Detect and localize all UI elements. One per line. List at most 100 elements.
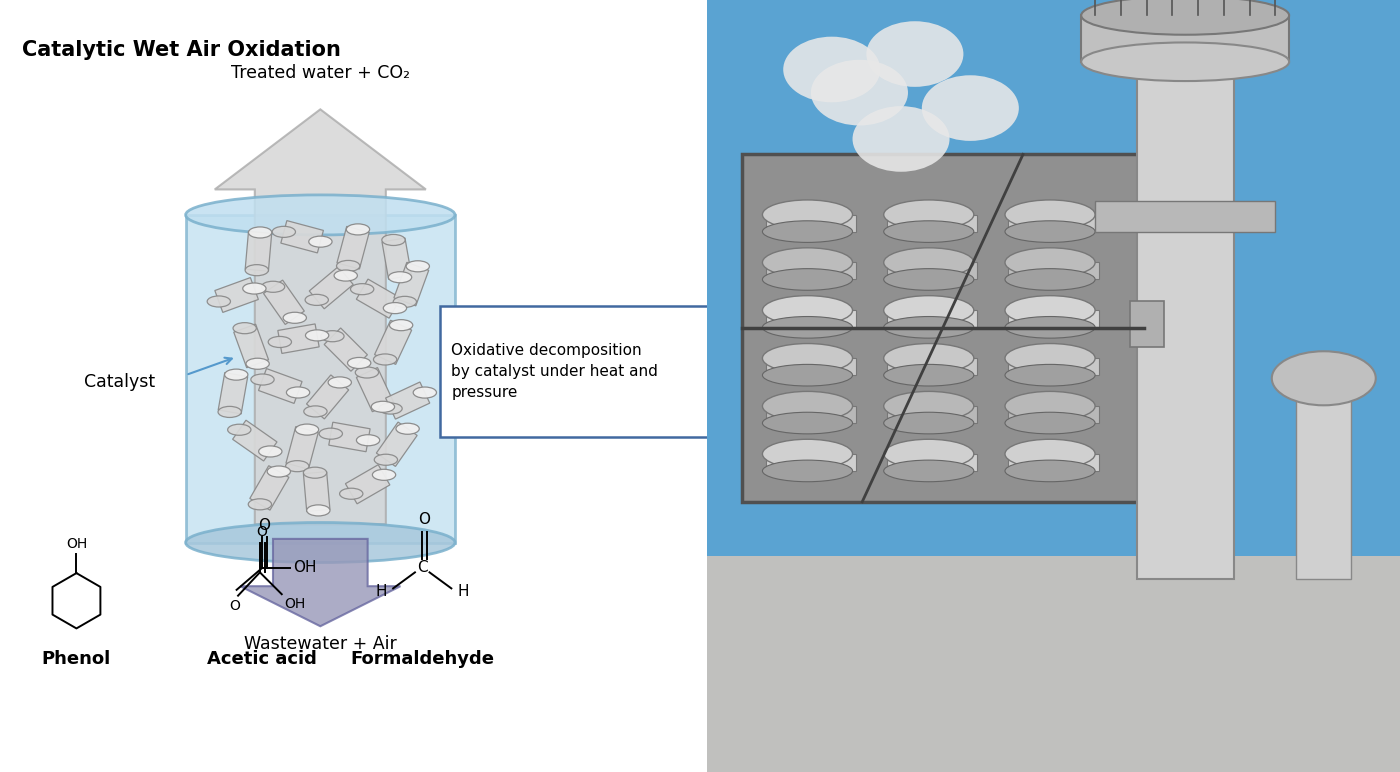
Ellipse shape: [396, 423, 419, 435]
Text: C: C: [417, 560, 427, 575]
Ellipse shape: [763, 460, 853, 482]
Ellipse shape: [763, 439, 853, 469]
Ellipse shape: [1081, 42, 1289, 81]
Ellipse shape: [374, 354, 396, 365]
Polygon shape: [357, 367, 393, 411]
Bar: [766, 310, 855, 327]
Ellipse shape: [1005, 269, 1095, 290]
Ellipse shape: [763, 200, 853, 229]
Text: Acetic acid: Acetic acid: [207, 650, 316, 669]
Polygon shape: [286, 427, 318, 469]
Text: Catalyst: Catalyst: [84, 374, 155, 391]
Ellipse shape: [1005, 391, 1095, 421]
Ellipse shape: [883, 269, 974, 290]
Polygon shape: [277, 324, 319, 354]
Ellipse shape: [763, 248, 853, 277]
Bar: [1008, 262, 1099, 279]
Bar: [707, 556, 1400, 772]
Ellipse shape: [272, 226, 295, 238]
Bar: [888, 358, 977, 375]
Ellipse shape: [867, 21, 963, 86]
FancyBboxPatch shape: [441, 306, 710, 437]
Text: O: O: [230, 598, 241, 612]
Polygon shape: [263, 280, 304, 324]
Polygon shape: [357, 279, 400, 318]
Bar: [888, 215, 977, 232]
Ellipse shape: [262, 281, 284, 293]
Polygon shape: [382, 238, 412, 279]
Ellipse shape: [763, 364, 853, 386]
Ellipse shape: [763, 317, 853, 338]
Ellipse shape: [357, 435, 379, 445]
Ellipse shape: [384, 303, 406, 313]
Bar: [1008, 406, 1099, 423]
Text: H: H: [375, 584, 388, 599]
Ellipse shape: [1005, 248, 1095, 277]
Ellipse shape: [388, 272, 412, 283]
Ellipse shape: [921, 75, 1019, 141]
Ellipse shape: [242, 283, 266, 294]
Polygon shape: [329, 422, 370, 452]
Ellipse shape: [269, 337, 291, 347]
Bar: [766, 406, 855, 423]
Ellipse shape: [321, 330, 344, 342]
Ellipse shape: [883, 344, 974, 373]
Ellipse shape: [372, 469, 396, 480]
Ellipse shape: [1005, 460, 1095, 482]
Bar: [888, 406, 977, 423]
Ellipse shape: [883, 439, 974, 469]
Text: Wastewater + Air: Wastewater + Air: [244, 635, 396, 653]
Ellipse shape: [224, 369, 248, 380]
Bar: [1137, 23, 1233, 579]
Text: OH: OH: [66, 537, 87, 551]
Ellipse shape: [763, 296, 853, 325]
Polygon shape: [307, 375, 349, 419]
Ellipse shape: [207, 296, 231, 307]
Ellipse shape: [267, 466, 290, 477]
Ellipse shape: [287, 387, 309, 398]
Bar: [1008, 215, 1099, 232]
Text: Treated water + CO₂: Treated water + CO₂: [231, 64, 410, 82]
Ellipse shape: [374, 454, 398, 466]
Ellipse shape: [1005, 364, 1095, 386]
Ellipse shape: [340, 488, 363, 499]
Text: Phenol: Phenol: [42, 650, 111, 669]
Ellipse shape: [763, 221, 853, 242]
Polygon shape: [385, 382, 430, 419]
Text: Catalytic Wet Air Oxidation: Catalytic Wet Air Oxidation: [22, 40, 340, 60]
Ellipse shape: [883, 248, 974, 277]
Ellipse shape: [186, 523, 455, 563]
Ellipse shape: [413, 387, 437, 398]
Ellipse shape: [1005, 317, 1095, 338]
Ellipse shape: [245, 265, 269, 276]
Ellipse shape: [1005, 200, 1095, 229]
Ellipse shape: [259, 446, 281, 457]
Ellipse shape: [883, 296, 974, 325]
Ellipse shape: [1005, 221, 1095, 242]
Ellipse shape: [883, 460, 974, 482]
Ellipse shape: [346, 224, 370, 235]
Ellipse shape: [335, 270, 357, 281]
Ellipse shape: [1005, 412, 1095, 434]
Ellipse shape: [246, 358, 269, 369]
Ellipse shape: [883, 200, 974, 229]
Text: O: O: [419, 513, 430, 527]
Ellipse shape: [347, 357, 371, 368]
Ellipse shape: [883, 412, 974, 434]
Polygon shape: [281, 221, 323, 253]
Ellipse shape: [295, 424, 319, 435]
Bar: [1095, 201, 1275, 232]
Polygon shape: [325, 328, 367, 371]
Ellipse shape: [371, 401, 395, 412]
Polygon shape: [304, 472, 330, 511]
Ellipse shape: [356, 367, 378, 378]
Bar: [766, 262, 855, 279]
Bar: [766, 454, 855, 471]
Ellipse shape: [283, 312, 307, 323]
Bar: [766, 215, 855, 232]
Ellipse shape: [218, 406, 241, 418]
Ellipse shape: [883, 391, 974, 421]
Ellipse shape: [883, 364, 974, 386]
Polygon shape: [245, 232, 272, 271]
Ellipse shape: [811, 59, 909, 125]
